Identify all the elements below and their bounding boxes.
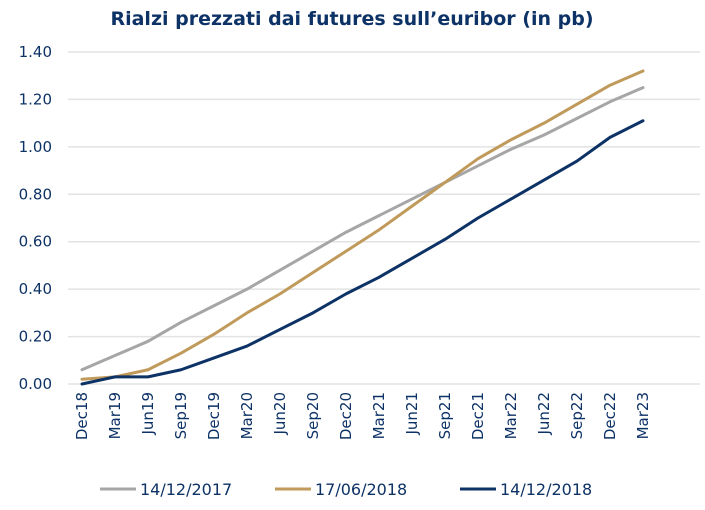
y-tick-label: 1.40 bbox=[19, 43, 52, 61]
series-line-17/06/2018 bbox=[80, 69, 645, 381]
legend-label: 17/06/2018 bbox=[315, 480, 407, 499]
x-tick-label: Mar19 bbox=[106, 392, 124, 439]
x-tick-label: Mar20 bbox=[238, 392, 256, 439]
y-tick-label: 0.40 bbox=[19, 280, 52, 298]
series-line-14/12/2018 bbox=[80, 119, 645, 386]
x-tick-label: Jun22 bbox=[535, 392, 553, 436]
y-tick-label: 0.60 bbox=[19, 233, 52, 251]
y-tick-label: 0.80 bbox=[19, 185, 52, 203]
y-tick-label: 0.20 bbox=[19, 328, 52, 346]
x-tick-label: Dec21 bbox=[469, 392, 487, 440]
chart-title: Rialzi prezzati dai futures sull’euribor… bbox=[110, 8, 593, 30]
x-tick-label: Sep19 bbox=[172, 392, 190, 439]
x-tick-label: Sep20 bbox=[304, 392, 322, 439]
x-tick-label: Jun19 bbox=[139, 392, 157, 436]
y-tick-label: 1.00 bbox=[19, 138, 52, 156]
legend-label: 14/12/2018 bbox=[500, 480, 592, 499]
x-tick-label: Dec18 bbox=[73, 392, 91, 440]
x-tick-label: Mar21 bbox=[370, 392, 388, 439]
x-tick-label: Mar23 bbox=[634, 392, 652, 439]
x-tick-label: Dec19 bbox=[205, 392, 223, 440]
x-tick-label: Dec20 bbox=[337, 392, 355, 440]
x-tick-label: Mar22 bbox=[502, 392, 520, 439]
x-tick-label: Dec22 bbox=[601, 392, 619, 440]
x-tick-label: Jun21 bbox=[403, 392, 421, 436]
x-tick-label: Sep21 bbox=[436, 392, 454, 439]
x-tick-label: Jun20 bbox=[271, 392, 289, 436]
y-tick-label: 0.00 bbox=[19, 375, 52, 393]
legend-label: 14/12/2017 bbox=[140, 480, 232, 499]
x-tick-label: Sep22 bbox=[568, 392, 586, 439]
y-tick-label: 1.20 bbox=[19, 90, 52, 108]
series-line-14/12/2017 bbox=[80, 86, 645, 372]
